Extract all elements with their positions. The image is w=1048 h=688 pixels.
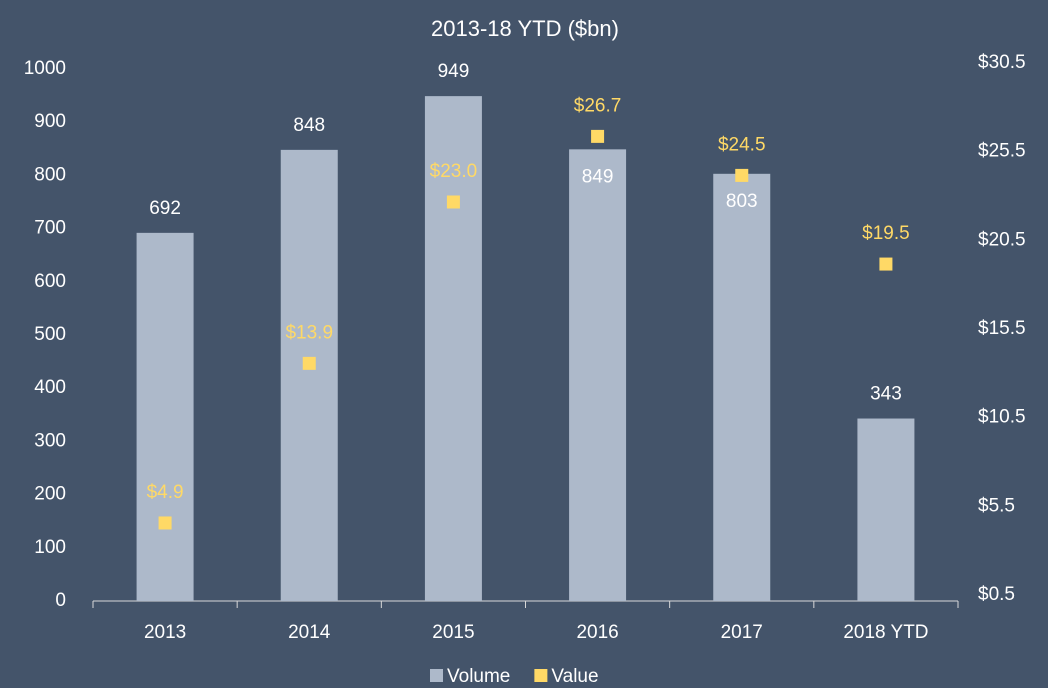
point-label: $24.5 (718, 134, 766, 155)
point (735, 168, 749, 182)
point-label: $23.0 (430, 161, 478, 182)
y-tick-label: 900 (34, 111, 66, 132)
bar (857, 418, 915, 601)
y-tick-label: 100 (34, 537, 66, 558)
y2-tick-label: $20.5 (978, 229, 1026, 250)
y-tick-label: 400 (34, 377, 66, 398)
bar (280, 149, 338, 601)
bar (136, 232, 194, 601)
bar (424, 96, 482, 601)
y2-tick-label: $0.5 (978, 584, 1015, 605)
bar-label: 849 (582, 166, 614, 187)
y2-tick-label: $10.5 (978, 407, 1026, 428)
legend-swatch (430, 669, 443, 682)
chart-title: 2013-18 YTD ($bn) (431, 16, 619, 41)
y-tick-label: 1000 (24, 58, 66, 79)
y2-tick-label: $30.5 (978, 52, 1026, 73)
bar-label: 343 (870, 384, 902, 405)
y2-tick-label: $5.5 (978, 495, 1015, 516)
point (591, 129, 605, 143)
point (446, 195, 460, 209)
point-label: $26.7 (574, 95, 622, 116)
y-tick-label: 600 (34, 271, 66, 292)
bar-label: 848 (293, 115, 325, 136)
y-tick-label: 800 (34, 164, 66, 185)
point (302, 356, 316, 370)
point-label: $19.5 (862, 223, 910, 244)
point-label: $13.9 (285, 322, 333, 343)
y-tick-label: 0 (55, 590, 66, 611)
x-tick-label: 2016 (576, 622, 618, 643)
point (879, 257, 893, 271)
y2-tick-label: $15.5 (978, 318, 1026, 339)
bar (569, 149, 627, 601)
point (158, 516, 172, 530)
x-tick-label: 2018 YTD (843, 622, 928, 643)
y-tick-label: 300 (34, 430, 66, 451)
bar-label: 949 (438, 61, 470, 82)
y-tick-label: 200 (34, 484, 66, 505)
bar-label: 803 (726, 191, 758, 212)
x-tick-label: 2014 (288, 622, 331, 643)
y2-tick-label: $25.5 (978, 141, 1026, 162)
x-tick-label: 2013 (144, 622, 186, 643)
bar (713, 173, 771, 601)
legend-label: Value (551, 666, 598, 687)
x-tick-label: 2017 (721, 622, 763, 643)
y-tick-label: 500 (34, 324, 66, 345)
y-tick-label: 700 (34, 218, 66, 239)
legend-label: Volume (447, 666, 510, 687)
x-tick-label: 2015 (432, 622, 474, 643)
legend-swatch (534, 669, 548, 682)
point-label: $4.9 (147, 482, 184, 503)
bar-label: 692 (149, 198, 181, 219)
